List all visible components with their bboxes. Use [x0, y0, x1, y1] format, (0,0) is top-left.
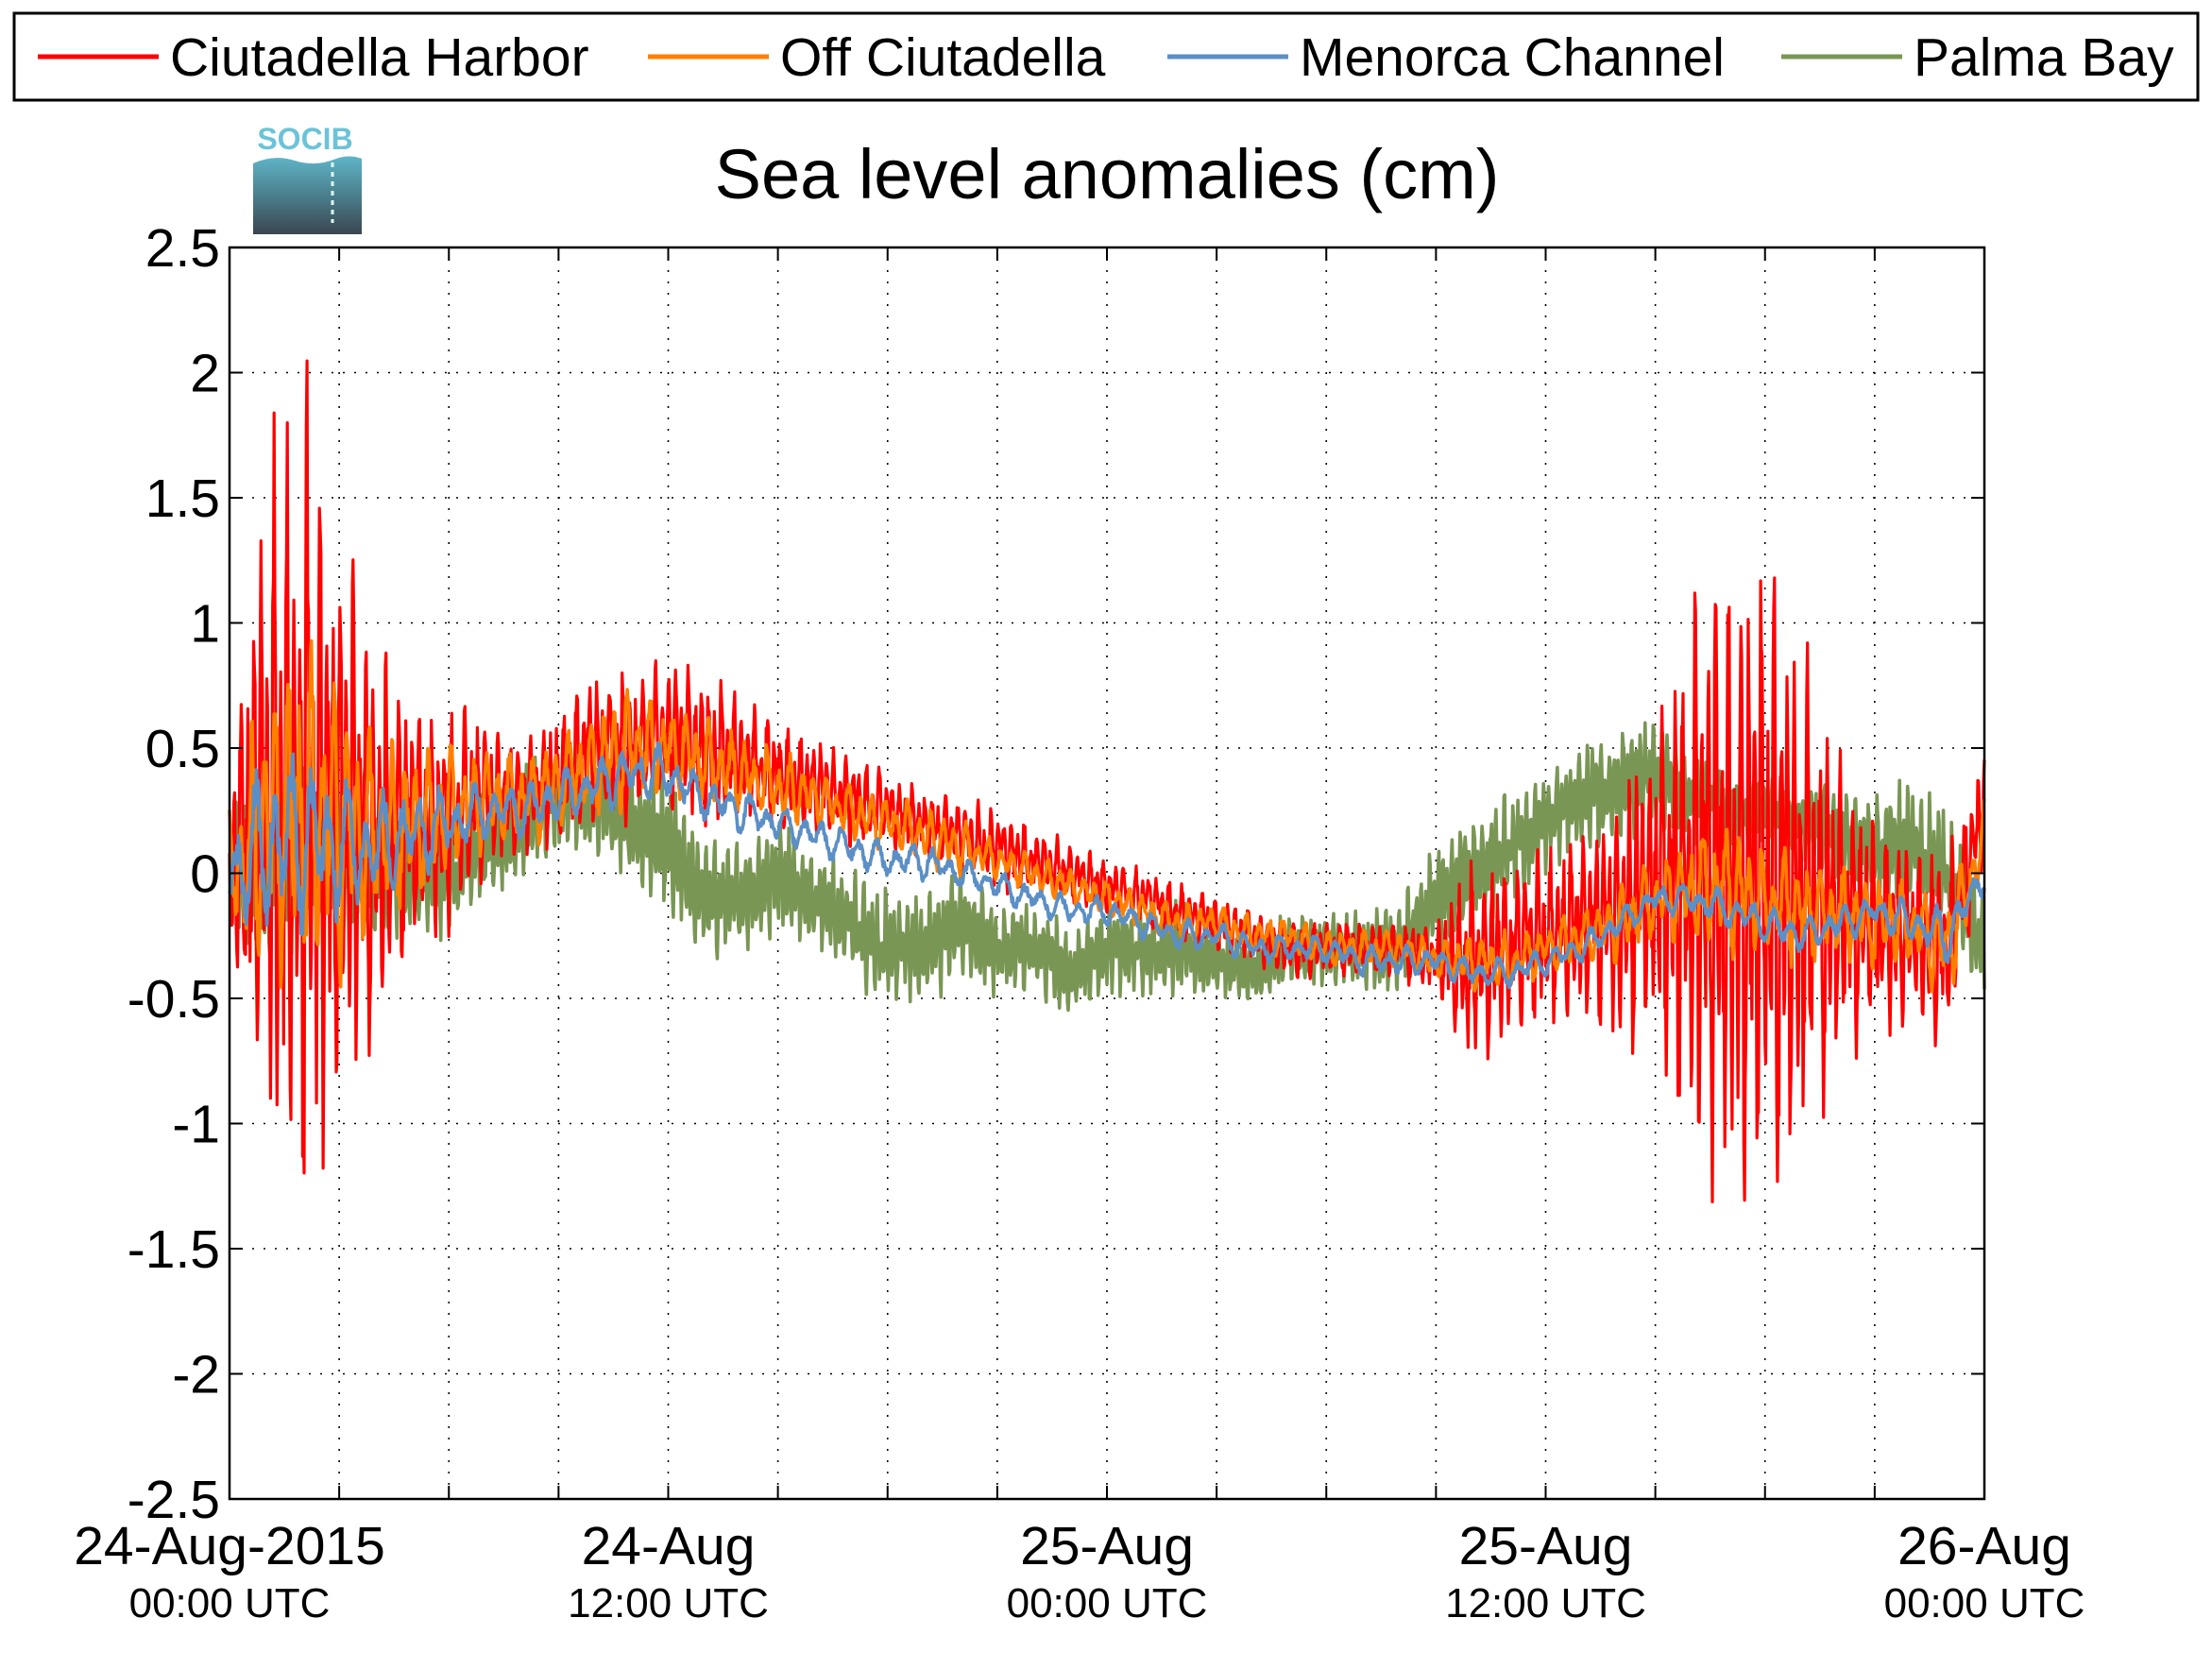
- x-tick-label-time: 00:00 UTC: [1884, 1580, 2085, 1626]
- grid: [230, 247, 1984, 1499]
- y-axis-labels: 2.5 2 1.5 1 0.5 0 -0.5 -1 -1.5 -2 -2.5: [128, 218, 220, 1530]
- x-tick-label-date: 24-Aug: [582, 1516, 756, 1576]
- legend: Ciutadella Harbor Off Ciutadella Menorca…: [12, 11, 2200, 102]
- logo-wave: [253, 156, 362, 234]
- y-tick-label: -2: [172, 1345, 220, 1405]
- y-tick-label: -1.5: [128, 1219, 220, 1280]
- legend-label-ciutadella-harbor: Ciutadella Harbor: [170, 27, 589, 88]
- series-line-menorca-channel: [228, 741, 1986, 990]
- legend-label-menorca-channel: Menorca Channel: [1300, 27, 1725, 88]
- logo-text: SOCIB: [257, 122, 352, 156]
- x-tick-label-date: 24-Aug-2015: [74, 1516, 385, 1576]
- socib-logo: SOCIB: [253, 122, 362, 234]
- x-tick-label-time: 00:00 UTC: [129, 1580, 331, 1626]
- y-tick-label: 2: [190, 344, 220, 404]
- legend-label-off-ciutadella: Off Ciutadella: [780, 27, 1106, 88]
- y-tick-label: 2.5: [145, 218, 220, 279]
- y-tick-label: 0.5: [145, 719, 220, 779]
- series-line-off-ciutadella: [228, 639, 1986, 994]
- chart-title: Sea level anomalies (cm): [715, 135, 1500, 213]
- x-tick-label-date: 25-Aug: [1020, 1516, 1194, 1576]
- x-tick-label-time: 12:00 UTC: [1445, 1580, 1646, 1626]
- y-tick-label: -1: [172, 1095, 220, 1155]
- axis-ticks: [230, 247, 1984, 1499]
- y-tick-label: -2.5: [128, 1470, 220, 1530]
- y-tick-label: 1.5: [145, 468, 220, 529]
- x-tick-label-date: 26-Aug: [1897, 1516, 2071, 1576]
- legend-label-palma-bay: Palma Bay: [1914, 27, 2174, 88]
- x-tick-label-time: 00:00 UTC: [1007, 1580, 1208, 1626]
- series-group: [228, 359, 1986, 1203]
- x-tick-label-time: 12:00 UTC: [568, 1580, 769, 1626]
- y-tick-label: -0.5: [128, 969, 220, 1030]
- y-tick-label: 0: [190, 844, 220, 905]
- y-tick-label: 1: [190, 594, 220, 655]
- x-tick-label-date: 25-Aug: [1459, 1516, 1633, 1576]
